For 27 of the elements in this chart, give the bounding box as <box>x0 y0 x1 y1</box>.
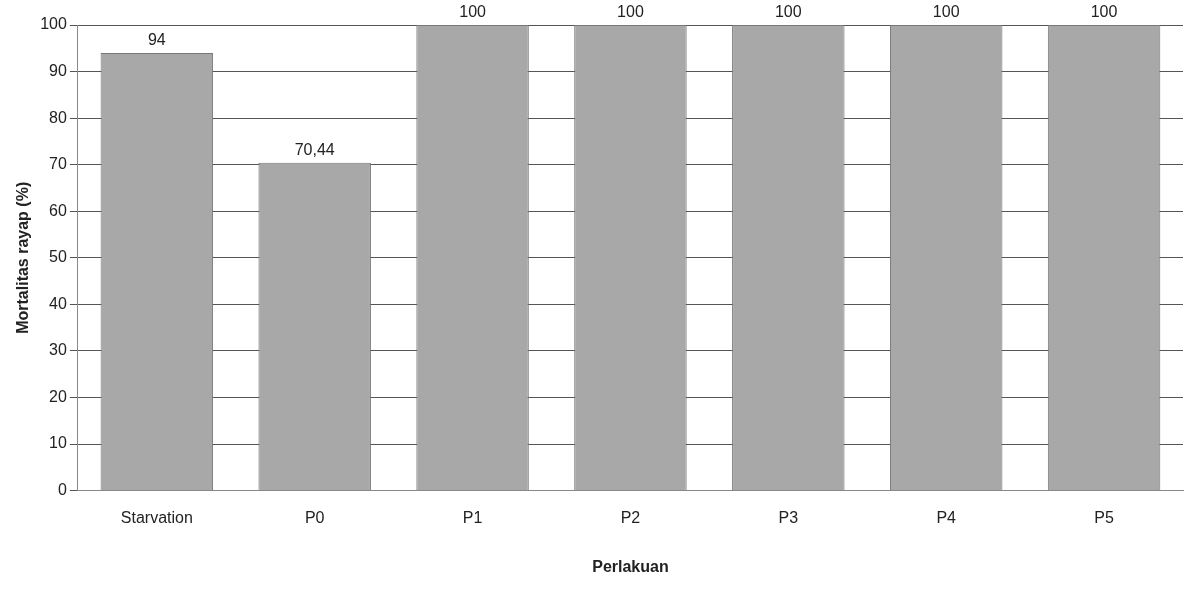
y-tick-label: 100 <box>40 15 67 33</box>
y-tick-label: 60 <box>49 201 67 219</box>
y-tick-label: 0 <box>57 481 67 499</box>
data-label: 100 <box>932 3 960 21</box>
y-tick-label: 20 <box>49 387 67 405</box>
x-tick-label: P1 <box>462 508 483 526</box>
y-tick-label: 50 <box>49 248 67 266</box>
data-label: 100 <box>1090 3 1118 21</box>
x-tick-label: P5 <box>1094 508 1114 526</box>
x-tick-label: P2 <box>620 508 641 526</box>
data-label: 94 <box>147 31 166 49</box>
y-tick-label: 10 <box>49 434 67 452</box>
x-tick-label: P3 <box>778 508 799 526</box>
data-label: 70,44 <box>294 141 335 159</box>
y-tick-label: 40 <box>49 294 67 312</box>
y-axis-title: Mortalitas rayap (%) <box>14 181 32 334</box>
data-label: 100 <box>774 3 802 21</box>
y-tick-label: 80 <box>49 108 67 126</box>
data-label: 100 <box>617 3 644 21</box>
x-tick-label: P4 <box>936 508 957 526</box>
y-tick-label: 90 <box>49 61 67 79</box>
x-axis-title: Perlakuan <box>592 557 669 575</box>
x-tick-label: P0 <box>304 508 325 526</box>
y-tick-label: 30 <box>49 341 67 359</box>
y-tick-label: 70 <box>49 155 67 173</box>
x-tick-label: Starvation <box>120 508 193 526</box>
data-label: 100 <box>459 3 487 21</box>
